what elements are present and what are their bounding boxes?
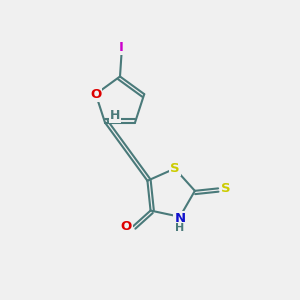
- Text: I: I: [119, 41, 124, 54]
- Text: S: S: [170, 162, 180, 175]
- Text: H: H: [110, 109, 120, 122]
- Text: H: H: [175, 223, 184, 233]
- Text: N: N: [174, 212, 185, 225]
- Text: O: O: [120, 220, 132, 233]
- Text: S: S: [221, 182, 231, 195]
- Text: O: O: [90, 88, 101, 100]
